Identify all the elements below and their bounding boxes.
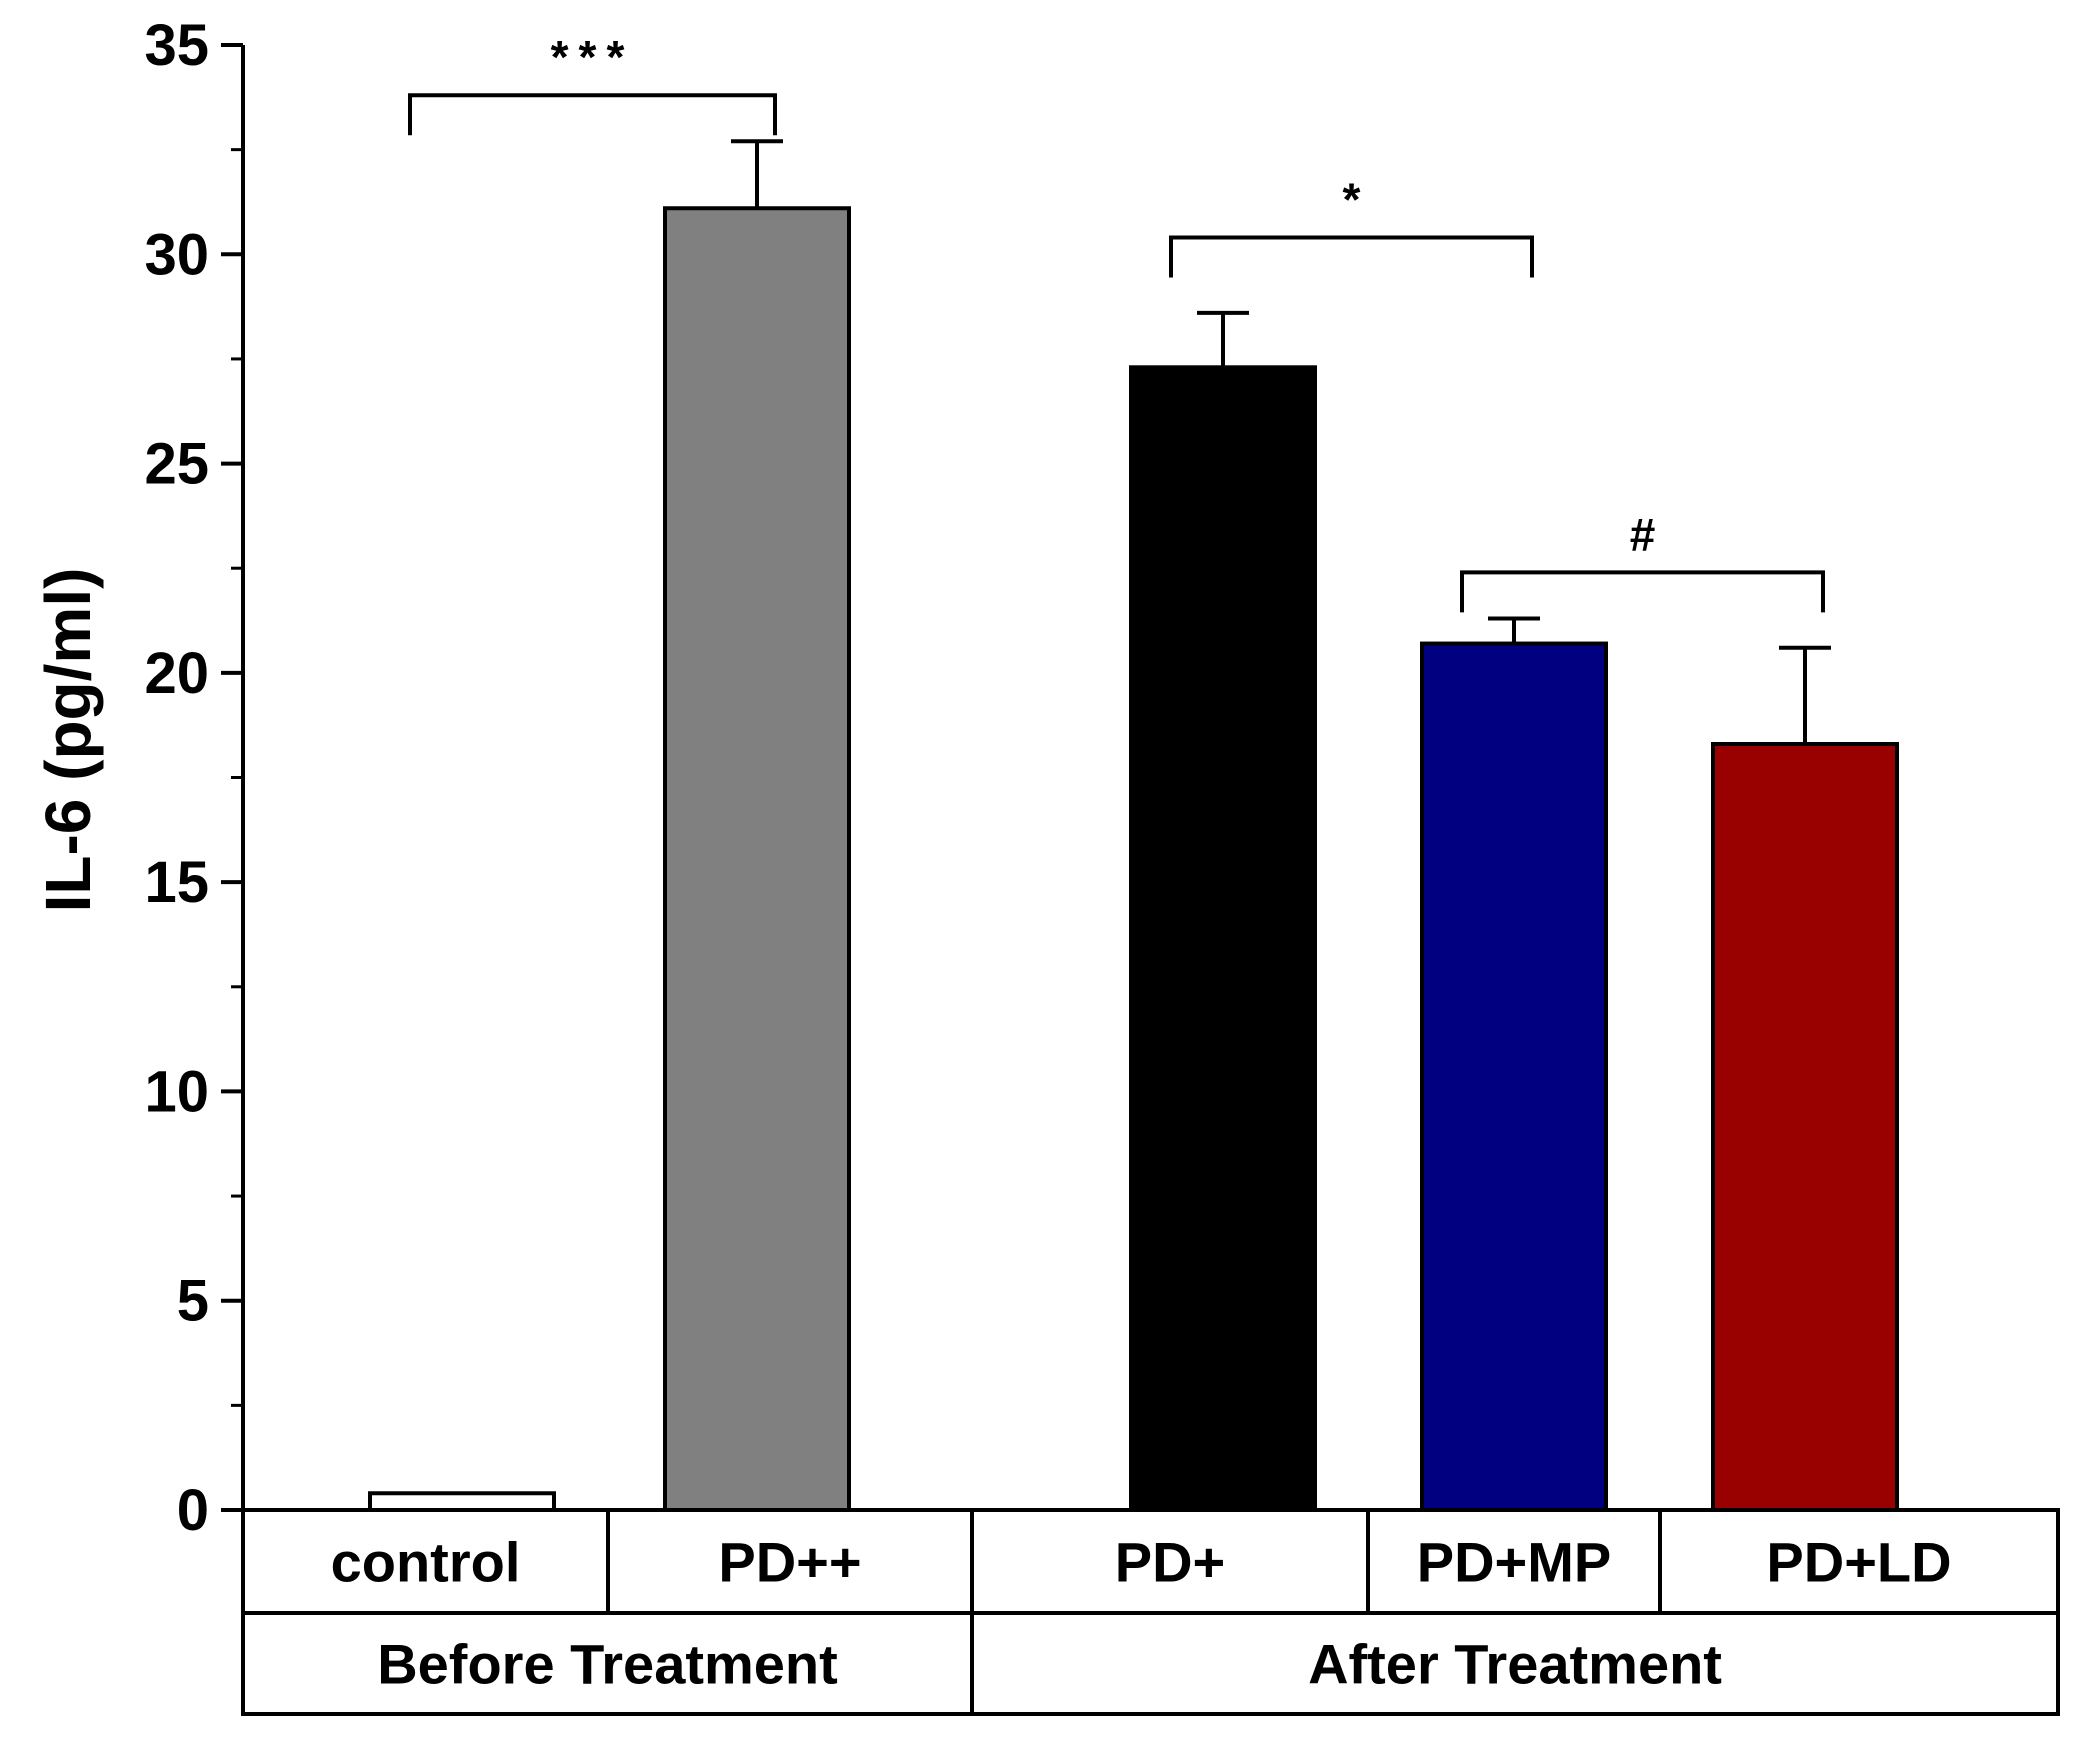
- bars-layer: [368, 206, 1899, 1513]
- y-tick-label: 30: [144, 222, 209, 287]
- significance-bracket: [1460, 570, 1825, 613]
- y-axis: 0 5 10 15 20 25 30 35: [144, 13, 245, 1543]
- y-tick-label: 0: [177, 1478, 209, 1543]
- y-axis-title: IL-6 (pg/ml): [32, 568, 104, 913]
- significance-bracket: [408, 93, 777, 136]
- category-label: PD+: [1115, 1531, 1226, 1594]
- category-label: control: [331, 1531, 521, 1594]
- bar-pdplusld: [1711, 742, 1899, 1512]
- significance-bracket: [1169, 235, 1534, 278]
- group-label: Before Treatment: [377, 1633, 838, 1696]
- bar-pdplusplus: [663, 206, 851, 1513]
- error-bars-layer: [731, 139, 1831, 745]
- significance-label: ***: [551, 31, 635, 83]
- y-tick-label: 5: [177, 1269, 209, 1334]
- category-label: PD++: [718, 1531, 861, 1594]
- y-tick-label: 25: [144, 432, 209, 497]
- significance-label: *: [1343, 174, 1361, 226]
- significance-annotations: ****#: [408, 31, 1825, 613]
- y-tick-label: 15: [144, 850, 209, 915]
- significance-label: #: [1630, 508, 1656, 560]
- bar-pdplus: [1129, 365, 1317, 1512]
- category-table: control PD++ PD+ PD+MP PD+LD Before Treatment…: [241, 1508, 2060, 1716]
- category-label: PD+MP: [1417, 1531, 1612, 1594]
- y-tick-label: 35: [144, 13, 209, 78]
- bar-pdplusmp: [1420, 641, 1608, 1512]
- category-label: PD+LD: [1766, 1531, 1951, 1594]
- y-tick-label: 10: [144, 1059, 209, 1124]
- group-label: After Treatment: [1308, 1633, 1722, 1696]
- bar-control: [368, 1491, 556, 1513]
- y-tick-label: 20: [144, 641, 209, 706]
